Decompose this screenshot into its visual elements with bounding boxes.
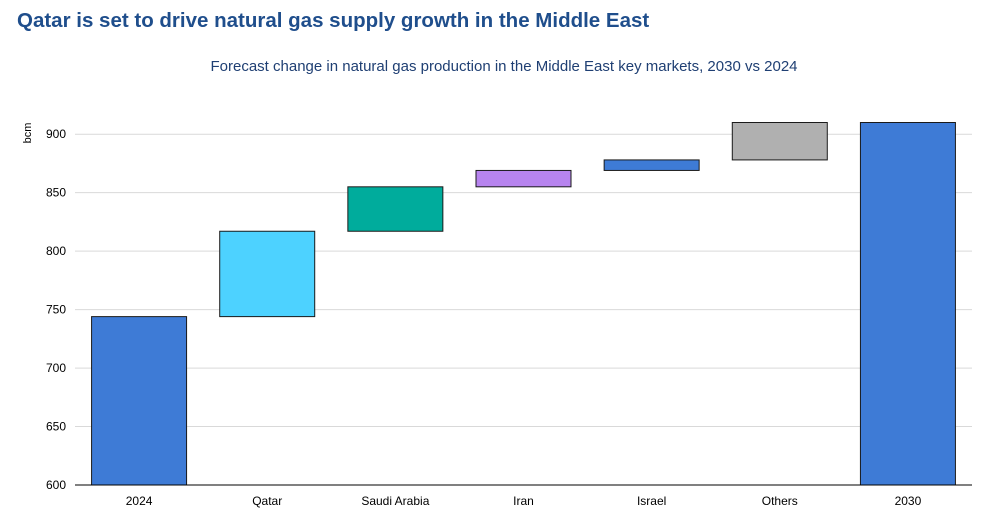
y-tick-label: 750 <box>46 303 66 317</box>
bars <box>91 122 956 486</box>
y-axis-title: bcm <box>22 123 34 144</box>
bar-saudi-arabia <box>347 186 444 232</box>
x-tick-label: 2024 <box>126 494 153 508</box>
axes: 600 650 700 750 800 850 900 2024 Qatar Saudi Arab… <box>46 127 972 508</box>
bar-others <box>731 122 828 161</box>
y-tick-label: 600 <box>46 478 66 492</box>
bar-israel <box>603 159 700 171</box>
x-tick-label: Others <box>762 494 798 508</box>
chart-title: Forecast change in natural gas productio… <box>210 58 798 75</box>
bar-2024 <box>91 316 188 486</box>
y-tick-label: 650 <box>46 420 66 434</box>
page-title: Qatar is set to drive natural gas supply… <box>17 9 650 32</box>
x-tick-label: Qatar <box>252 494 282 508</box>
y-tick-label: 800 <box>46 244 66 258</box>
y-tick-label: 900 <box>46 127 66 141</box>
x-tick-label: Saudi Arabia <box>361 494 429 508</box>
y-tick-label: 700 <box>46 361 66 375</box>
y-tick-label: 850 <box>46 186 66 200</box>
x-tick-label: 2030 <box>895 494 922 508</box>
bar-2030 <box>859 122 956 486</box>
x-tick-label: Iran <box>513 494 534 508</box>
x-tick-label: Israel <box>637 494 666 508</box>
bar-iran <box>475 169 572 188</box>
bar-qatar <box>219 230 316 318</box>
